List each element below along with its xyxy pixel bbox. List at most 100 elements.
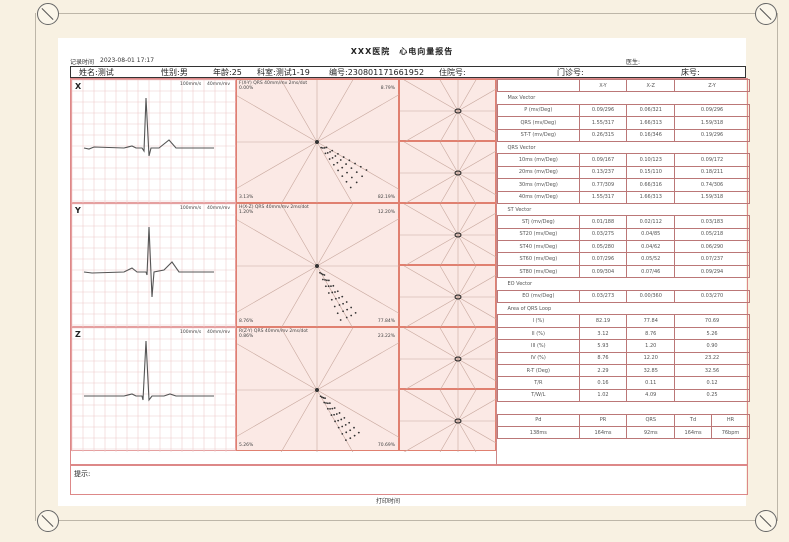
loop-dot — [338, 304, 341, 306]
interval-value: 164ms — [578, 425, 628, 440]
loop-dot — [359, 165, 362, 168]
loop-dot — [324, 285, 327, 288]
interval-header: PR — [578, 413, 628, 427]
loop-dot — [327, 285, 330, 288]
table-cell: 82.19 — [578, 314, 628, 328]
loop-dot — [341, 175, 344, 178]
table-cell: 30ms (mv/Deg) — [497, 178, 580, 192]
loop-dot — [341, 425, 344, 428]
small-loop-panel — [399, 79, 497, 142]
loop-dot — [333, 407, 336, 409]
frame-left — [35, 13, 36, 521]
loop-dot — [354, 311, 357, 314]
table-cell: 0.11 — [626, 376, 676, 390]
table-cell: 0.06/290 — [674, 240, 750, 254]
table-cell: 32.85 — [626, 363, 676, 378]
table-cell: 0.04/62 — [626, 240, 676, 254]
loop-dot — [355, 181, 358, 184]
table-row: ST60 (mv/Deg) 0.07/296 0.05/52 0.07/237 — [497, 252, 750, 266]
loop-dot — [337, 152, 339, 155]
loop-dot — [334, 291, 336, 293]
loop-dot — [331, 156, 334, 159]
loop-dot — [341, 166, 344, 169]
table-cell: 1.59/318 — [674, 116, 750, 130]
interval-header: HR — [710, 413, 751, 427]
column-header: Z-Y — [674, 78, 750, 93]
table-cell: 0.66/316 — [626, 178, 676, 192]
loop-dot — [337, 419, 340, 422]
table-cell: 0.74/306 — [674, 178, 750, 192]
inpatient-number: 住院号: — [439, 67, 466, 77]
loop-dot — [320, 146, 323, 149]
loop-dot — [338, 412, 341, 414]
table-row: T/R 0.16 0.11 0.12 — [497, 376, 750, 390]
loop-dot — [331, 149, 334, 152]
lead-label: Y — [75, 206, 81, 215]
main-loop-panel: F(X-Y) QRS 40mm/mv 2ms/dot 0.00% 8.79% 3.13… — [236, 79, 400, 204]
loop-dot — [336, 290, 339, 293]
table-row: ST Vector — [497, 202, 750, 217]
loop-dot — [338, 297, 340, 299]
table-row: I (%) 82.19 77.84 70.69 — [497, 314, 750, 328]
ecg-speed: 100mm/s — [180, 206, 202, 211]
loop-dot — [327, 279, 330, 282]
loop-dot — [328, 402, 331, 405]
section-title: QRS Vector — [497, 140, 750, 155]
loop-dot — [321, 273, 324, 276]
ecg-trace — [83, 226, 214, 298]
axis-line — [403, 212, 497, 266]
loop-dot — [349, 437, 352, 440]
table-cell: ST40 (mv/Deg) — [497, 240, 580, 254]
frame-bottom — [47, 520, 767, 521]
table-cell: 0.05/218 — [674, 227, 750, 242]
loop-dot — [323, 274, 326, 276]
corner-pin-icon — [755, 510, 777, 532]
table-cell: 4.09 — [626, 388, 676, 403]
table-cell: 1.55/317 — [578, 190, 628, 204]
table-cell: 0.01/188 — [578, 215, 628, 229]
loop-dot — [341, 295, 344, 298]
report-page: XXX医院 心电向量报告 记录时间 2023-08-01 17:17 医生: 姓… — [58, 38, 751, 506]
main-area: X 100mm/s 40mm/mv F(X-Y) QRS 40mm/mv 2ms/do… — [70, 78, 751, 465]
table-row: 138ms 164ms 92ms 164ms 76bpm — [497, 425, 751, 440]
loop-dot — [324, 397, 326, 400]
interval-header: QRS — [626, 413, 676, 427]
table-cell: 10ms (mv/Deg) — [497, 153, 580, 167]
loop-dot — [335, 413, 338, 415]
loop-dot — [323, 401, 326, 404]
table-cell: 0.26/315 — [578, 128, 628, 142]
column-header: X-Z — [626, 78, 676, 93]
table-row: ST-T (mv/Deg) 0.26/315 0.16/346 0.19/296 — [497, 128, 750, 142]
doctor-label: 医生: — [626, 59, 641, 66]
small-loop-panel — [399, 327, 497, 390]
table-cell: 1.59/318 — [674, 190, 750, 204]
loop-dot — [341, 432, 344, 435]
table-cell: 0.06/321 — [626, 103, 676, 118]
loop-dot — [332, 163, 335, 166]
table-cell: 0.05/52 — [626, 252, 676, 266]
table-cell: 8.76 — [578, 351, 628, 366]
loop-dot — [342, 156, 345, 158]
loop-dot — [337, 169, 339, 172]
loop-dot — [334, 297, 337, 300]
quadrant-2: 12.20% — [377, 210, 395, 215]
table-cell: 32.56 — [674, 363, 750, 378]
interval-header: Td — [674, 413, 712, 427]
spacer — [497, 401, 750, 415]
corner-pin-icon — [755, 3, 777, 25]
table-cell: 0.16 — [578, 376, 628, 390]
table-cell: 8.76 — [626, 326, 676, 341]
table-cell: 0.00/360 — [626, 289, 676, 304]
interval-value: 92ms — [626, 425, 676, 440]
quadrant-1: 1.20% — [239, 210, 254, 215]
table-cell: T/R — [497, 376, 580, 390]
loop-dot — [354, 162, 356, 165]
loop-dot — [330, 285, 332, 288]
axis-line — [403, 398, 497, 452]
loop-dot — [340, 418, 343, 421]
loop-dot — [345, 431, 348, 434]
loop-dot — [365, 169, 368, 171]
axis-line — [403, 274, 497, 328]
small-loop-panel — [399, 141, 497, 204]
loop-dot — [345, 316, 348, 319]
